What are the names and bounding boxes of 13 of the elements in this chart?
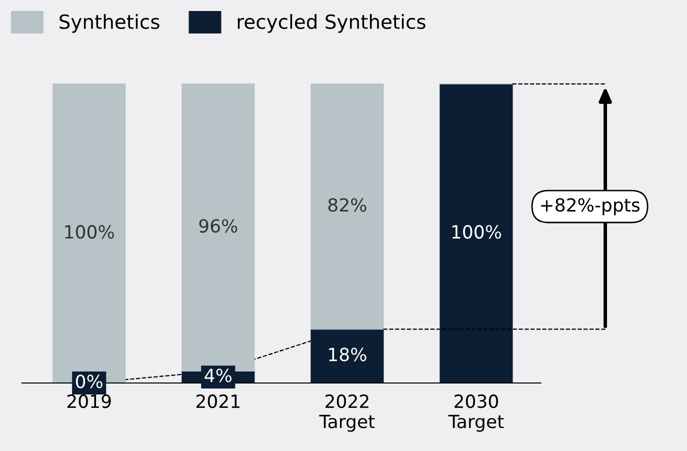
- data-label: 18%: [329, 348, 366, 362]
- legend-label: recycled Synthetics: [238, 14, 426, 33]
- x-tick-label: 2019: [67, 394, 111, 408]
- x-tick-label: 2022 Target: [319, 394, 375, 432]
- data-label: 96%: [199, 219, 238, 233]
- data-label: 100%: [452, 225, 502, 239]
- data-label: 82%: [328, 198, 366, 212]
- text: +82%-ppts: [541, 198, 640, 216]
- data-label: 100%: [65, 225, 114, 239]
- x-tick-label: 2030 Target: [448, 394, 504, 432]
- legend-label: Synthetics: [60, 14, 160, 33]
- data-label: 4%: [204, 368, 232, 382]
- x-tick-label: 2021: [196, 394, 240, 408]
